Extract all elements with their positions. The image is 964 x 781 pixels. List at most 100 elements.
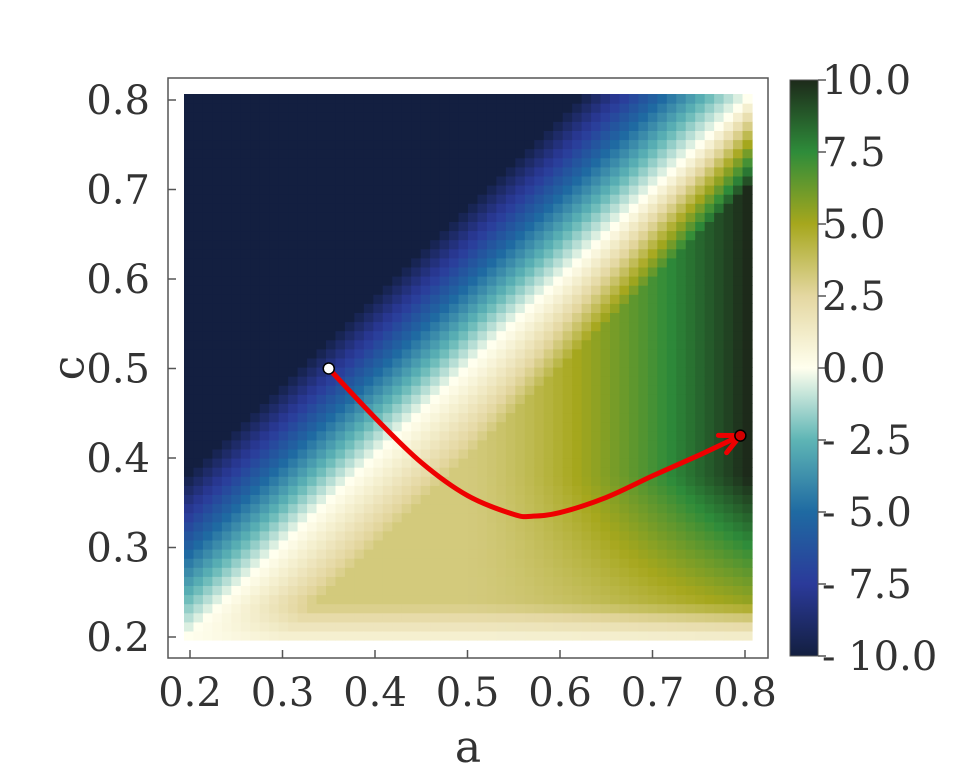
heatmap-cell: [562, 403, 573, 414]
heatmap-cell: [240, 530, 251, 541]
heatmap-cell: [439, 294, 450, 304]
heatmap-cell: [676, 367, 687, 377]
heatmap-cell: [468, 94, 479, 104]
colorbar-tick-label: - 5.0: [822, 490, 912, 536]
heatmap-cell: [742, 412, 753, 423]
heatmap-cell: [647, 576, 658, 586]
heatmap-cell: [676, 139, 687, 150]
heatmap-cell: [392, 212, 403, 222]
heatmap-cell: [439, 458, 450, 468]
heatmap-cell: [382, 139, 393, 150]
heatmap-cell: [553, 403, 564, 414]
heatmap-cell: [610, 485, 621, 495]
heatmap-cell: [307, 476, 318, 486]
heatmap-cell: [742, 357, 753, 368]
heatmap-cell: [363, 621, 374, 632]
heatmap-cell: [723, 248, 734, 259]
heatmap-cell: [420, 549, 431, 559]
heatmap-cell: [411, 166, 422, 177]
heatmap-cell: [486, 549, 497, 559]
heatmap-cell: [657, 376, 668, 386]
heatmap-cell: [742, 612, 753, 623]
heatmap-cell: [193, 112, 204, 122]
heatmap-cell: [335, 194, 346, 204]
heatmap-cell: [638, 512, 649, 523]
heatmap-cell: [733, 112, 744, 122]
heatmap-cell: [240, 312, 251, 323]
heatmap-cell: [562, 539, 573, 550]
heatmap-cell: [657, 558, 668, 568]
heatmap-cell: [458, 403, 469, 414]
heatmap-cell: [269, 485, 280, 495]
heatmap-cell: [193, 257, 204, 268]
heatmap-cell: [240, 621, 251, 632]
heatmap-cell: [486, 403, 497, 414]
heatmap-cell: [363, 503, 374, 514]
heatmap-cell: [430, 303, 441, 313]
heatmap-cell: [449, 194, 460, 204]
heatmap-cell: [269, 467, 280, 477]
heatmap-cell: [600, 512, 611, 523]
heatmap-cell: [685, 212, 696, 222]
heatmap-cell: [733, 348, 744, 359]
heatmap-cell: [486, 558, 497, 568]
heatmap-cell: [240, 175, 251, 186]
heatmap-cell: [430, 367, 441, 377]
heatmap-cell: [458, 175, 469, 186]
heatmap-cell: [316, 539, 327, 550]
heatmap-cell: [288, 367, 299, 377]
heatmap-cell: [250, 439, 261, 450]
heatmap-cell: [477, 276, 488, 286]
heatmap-cell: [392, 458, 403, 468]
heatmap-cell: [591, 385, 602, 395]
heatmap-cell: [363, 248, 374, 259]
heatmap-cell: [382, 594, 393, 605]
heatmap-cell: [344, 248, 355, 259]
heatmap-cell: [297, 521, 308, 532]
heatmap-cell: [401, 248, 412, 259]
heatmap-cell: [468, 467, 479, 477]
heatmap-cell: [628, 175, 639, 186]
heatmap-cell: [458, 603, 469, 614]
heatmap-cell: [723, 503, 734, 514]
heatmap-cell: [449, 412, 460, 423]
heatmap-cell: [723, 549, 734, 559]
heatmap-cell: [543, 621, 554, 632]
heatmap-cell: [288, 94, 299, 104]
heatmap-cell: [524, 458, 535, 468]
heatmap-cell: [250, 385, 261, 395]
heatmap-cell: [297, 103, 308, 113]
heatmap-cell: [619, 321, 630, 332]
heatmap-cell: [212, 294, 223, 304]
heatmap-cell: [401, 594, 412, 605]
heatmap-cell: [250, 367, 261, 377]
heatmap-cell: [354, 230, 365, 241]
heatmap-cell: [326, 194, 337, 204]
heatmap-cell: [392, 239, 403, 250]
heatmap-cell: [628, 467, 639, 477]
heatmap-cell: [685, 521, 696, 532]
heatmap-cell: [723, 257, 734, 268]
heatmap-cell: [591, 376, 602, 386]
heatmap-cell: [401, 512, 412, 523]
heatmap-cell: [685, 285, 696, 295]
heatmap-cell: [184, 585, 195, 596]
heatmap-cell: [363, 330, 374, 341]
heatmap-cell: [591, 248, 602, 259]
heatmap-cell: [269, 312, 280, 323]
heatmap-cell: [468, 203, 479, 213]
heatmap-cell: [354, 612, 365, 623]
heatmap-cell: [458, 530, 469, 541]
heatmap-cell: [231, 321, 242, 332]
x-axis-ticks: 0.2 0.3 0.4 0.5 0.6 0.7 0.8: [158, 650, 777, 716]
heatmap-cell: [354, 303, 365, 313]
heatmap-cell: [382, 612, 393, 623]
heatmap-cell: [297, 612, 308, 623]
heatmap-cell: [240, 585, 251, 596]
heatmap-cell: [685, 594, 696, 605]
heatmap-cell: [269, 221, 280, 232]
heatmap-cell: [221, 603, 232, 614]
heatmap-cell: [685, 385, 696, 395]
heatmap-cell: [420, 212, 431, 222]
heatmap-cell: [326, 348, 337, 359]
